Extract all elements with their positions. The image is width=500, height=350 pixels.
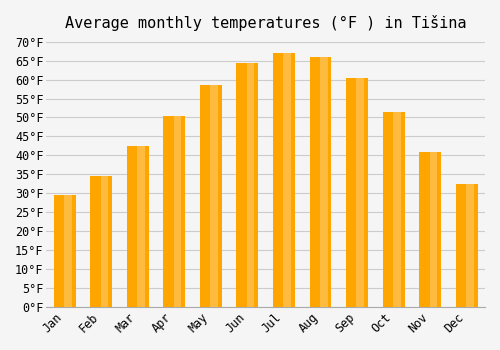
Bar [273,53,295,307]
Bar [200,85,222,307]
Bar [164,116,185,307]
Bar [284,53,291,307]
Bar [174,116,182,307]
Bar [320,57,328,307]
Bar [382,112,404,307]
Bar [90,176,112,307]
Bar [236,63,258,307]
Bar [310,57,332,307]
Bar [100,176,108,307]
Bar [466,184,474,307]
Bar [356,78,364,307]
Bar [393,112,400,307]
Bar [419,152,441,307]
Bar [456,184,477,307]
Bar [430,152,438,307]
Bar [64,195,72,307]
Bar [210,85,218,307]
Title: Average monthly temperatures (°F ) in Tišina: Average monthly temperatures (°F ) in Ti… [65,15,466,31]
Bar [346,78,368,307]
Bar [54,195,76,307]
Bar [126,146,148,307]
Bar [137,146,145,307]
Bar [247,63,254,307]
